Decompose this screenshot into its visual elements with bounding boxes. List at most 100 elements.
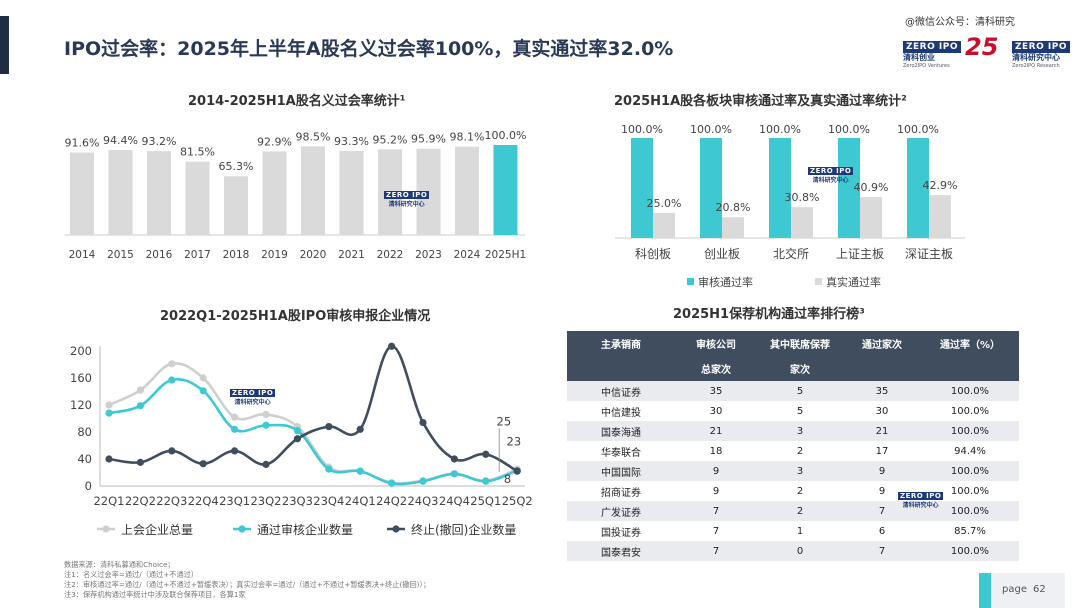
zero2ipo-logo-text: ZERO IPO (903, 41, 961, 53)
nominal-bar-2016 (147, 151, 171, 235)
nominal-x-tick: 2025H1 (485, 249, 526, 261)
table-cell-4: 85.7% (921, 521, 1019, 541)
page-number: 62 (1032, 584, 1046, 595)
table-cell-0: 广发证券 (567, 501, 675, 521)
nominal-bar-2019 (262, 151, 287, 235)
zero2ipo-ventures-logo: ZERO IPO 清科创业 Zero2IPO Ventures (903, 34, 961, 69)
board-pass-rate-chart: 100.0% 25.0% 科创板 100.0% 20.8% 创业板 100.0% 30.8% 北… (615, 123, 965, 289)
table-cell-0: 招商证券 (567, 481, 675, 501)
quarterly-legend-marker-2 (392, 525, 400, 533)
series-1-point-24Q1 (356, 467, 364, 475)
table-cell-1: 7 (675, 501, 757, 521)
quarterly-y-tick: 80 (77, 425, 92, 439)
board-x-tick: 上证主板 (836, 247, 884, 261)
table-header-row: 主承销商 审核公司 其中联席保荐 通过家次 通过率（%） (567, 331, 1019, 356)
board-review-label: 100.0% (828, 123, 870, 136)
board-x-tick: 深证主板 (905, 247, 953, 261)
quarterly-x-tick: 22Q3 (156, 494, 187, 508)
series-1-point-22Q1 (105, 409, 113, 417)
series-2-point-25Q2 (513, 467, 521, 475)
end-label-passed: 23 (507, 434, 522, 448)
legend-swatch-real (815, 278, 822, 285)
board-x-tick: 创业板 (704, 247, 740, 261)
watermark-logo-1: ZERO IPO 清科研究中心 (384, 191, 430, 208)
quarterly-y-tick: 160 (70, 371, 92, 385)
quarterly-y-tick: 40 (77, 452, 92, 466)
th-joint-sponsor-2: 家次 (757, 356, 843, 381)
legend-label-review: 审核通过率 (698, 275, 753, 289)
table-cell-2: 3 (757, 421, 843, 441)
board-chart-title: 2025H1A股各板块审核通过率及真实通过率统计² (614, 94, 907, 109)
table-cell-0: 中国国际 (567, 461, 675, 481)
table-cell-1: 35 (675, 381, 757, 401)
quarterly-x-tick: 23Q3 (282, 494, 313, 508)
series-2-point-23Q1 (231, 447, 239, 455)
series-2-point-24Q2 (388, 342, 396, 350)
table-cell-0: 华泰联合 (567, 441, 675, 461)
series-0-point-23Q2 (262, 410, 270, 419)
wechat-watermark: @微信公众号：清科研究 (905, 17, 1015, 28)
nominal-x-tick: 2019 (261, 249, 288, 261)
watermark-logo-4: ZERO IPO 清科研究中心 (898, 492, 944, 509)
anniversary-25-logo: 25 (965, 33, 999, 61)
series-1-point-25Q1 (482, 477, 490, 485)
series-1-point-24Q4 (450, 470, 458, 478)
series-1-point-22Q2 (136, 402, 144, 410)
footnote-2: 注2：审核通过率=通过/（通过+不通过+暂缓表决）；真实过会率=通过/（通过+不… (64, 580, 431, 589)
watermark-logo-3: ZERO IPO 清科研究中心 (230, 389, 276, 406)
footnote-3: 注3：保荐机构通过率统计中涉及联合保荐项目，各算1家 (64, 590, 246, 599)
nominal-value-label: 92.9% (257, 135, 292, 148)
table-cell-0: 中信证券 (567, 381, 675, 401)
nominal-x-tick: 2015 (107, 249, 134, 261)
table-row: 广发证券 7 2 7 100.0% (567, 501, 1019, 521)
board-real-label: 20.8% (716, 201, 751, 214)
series-0-point-23Q1 (231, 413, 239, 421)
series-1-point-24Q3 (419, 477, 427, 485)
table-cell-4: 100.0% (921, 541, 1019, 561)
quarterly-chart-title: 2022Q1-2025H1A股IPO审核申报企业情况 (160, 309, 431, 324)
table-cell-3: 17 (843, 441, 921, 461)
series-0-point-22Q2 (136, 386, 144, 394)
table-header-row-2: 总家次 家次 (567, 356, 1019, 381)
board-real-bar-科创板 (653, 213, 675, 238)
table-cell-3: 21 (843, 421, 921, 441)
table-cell-4: 100.0% (921, 381, 1019, 401)
table-cell-1: 9 (675, 461, 757, 481)
table-row: 中国国际 9 3 9 100.0% (567, 461, 1019, 481)
quarterly-x-tick: 25Q2 (502, 494, 533, 508)
nominal-x-tick: 2023 (415, 249, 442, 261)
series-line-2 (108, 344, 518, 473)
quarterly-y-tick: 120 (70, 398, 92, 412)
table-cell-3: 9 (843, 461, 921, 481)
table-cell-3: 30 (843, 401, 921, 421)
watermark-logo-2: ZERO IPO 清科研究中心 (808, 167, 854, 184)
table-cell-0: 国泰海通 (567, 421, 675, 441)
nominal-pass-rate-chart: 91.6% 2014 94.4% 2015 93.2% 2016 81.5% 2017 65.3… (65, 129, 527, 261)
footnote-source: 数据来源：清科私募通和Choice； (64, 560, 175, 569)
board-review-bar-科创板 (631, 138, 653, 238)
series-2-point-22Q4 (199, 460, 207, 468)
nominal-value-label: 95.2% (373, 133, 408, 146)
th-total-reviews: 审核公司 (675, 331, 757, 356)
series-2-point-23Q4 (325, 423, 333, 431)
table-cell-4: 100.0% (921, 461, 1019, 481)
series-2-point-23Q2 (262, 460, 270, 468)
series-1-point-23Q4 (325, 465, 333, 473)
board-real-bar-深证主板 (929, 195, 951, 238)
nominal-x-tick: 2017 (184, 249, 211, 261)
ventures-en-text: Zero2IPO Ventures (903, 63, 950, 69)
quarterly-x-tick: 22Q4 (188, 494, 219, 508)
nominal-value-label: 93.2% (142, 135, 177, 148)
page-label: page (1002, 584, 1027, 595)
table-row: 中信证券 35 5 35 100.0% (567, 381, 1019, 401)
table-row: 国泰海通 21 3 21 100.0% (567, 421, 1019, 441)
nominal-bar-2017 (185, 161, 210, 235)
table-row: 中信建投 30 5 30 100.0% (567, 401, 1019, 421)
quarterly-x-tick: 25Q1 (470, 494, 501, 508)
nominal-bar-2020 (301, 146, 325, 235)
series-0-point-22Q4 (199, 374, 207, 382)
board-review-label: 100.0% (759, 123, 801, 136)
quarterly-legend-label-1: 通过审核企业数量 (257, 522, 353, 537)
footnotes: 数据来源：清科私募通和Choice； 注1：名义过会率=通过/（通过+不通过） … (64, 560, 430, 600)
